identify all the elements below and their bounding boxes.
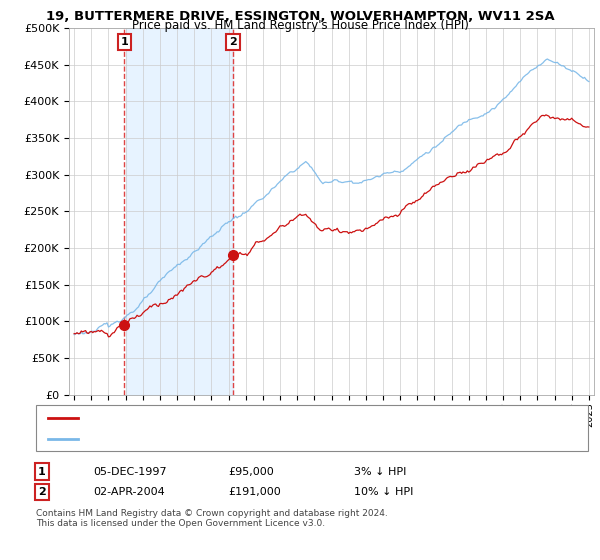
Text: 19, BUTTERMERE DRIVE, ESSINGTON, WOLVERHAMPTON, WV11 2SA (detached house): 19, BUTTERMERE DRIVE, ESSINGTON, WOLVERH… [84,413,516,423]
Text: 2: 2 [38,487,46,497]
Text: 19, BUTTERMERE DRIVE, ESSINGTON, WOLVERHAMPTON, WV11 2SA: 19, BUTTERMERE DRIVE, ESSINGTON, WOLVERH… [46,10,554,23]
Text: 1: 1 [38,466,46,477]
Text: 05-DEC-1997: 05-DEC-1997 [93,466,167,477]
Text: Price paid vs. HM Land Registry's House Price Index (HPI): Price paid vs. HM Land Registry's House … [131,19,469,32]
Text: £95,000: £95,000 [228,466,274,477]
Text: This data is licensed under the Open Government Licence v3.0.: This data is licensed under the Open Gov… [36,519,325,528]
Text: HPI: Average price, detached house, South Staffordshire: HPI: Average price, detached house, Sout… [84,435,365,444]
Text: 02-APR-2004: 02-APR-2004 [93,487,165,497]
Text: 10% ↓ HPI: 10% ↓ HPI [354,487,413,497]
Text: Contains HM Land Registry data © Crown copyright and database right 2024.: Contains HM Land Registry data © Crown c… [36,509,388,518]
Text: £191,000: £191,000 [228,487,281,497]
Text: 2: 2 [229,37,237,47]
Text: 1: 1 [121,37,128,47]
Text: 3% ↓ HPI: 3% ↓ HPI [354,466,406,477]
